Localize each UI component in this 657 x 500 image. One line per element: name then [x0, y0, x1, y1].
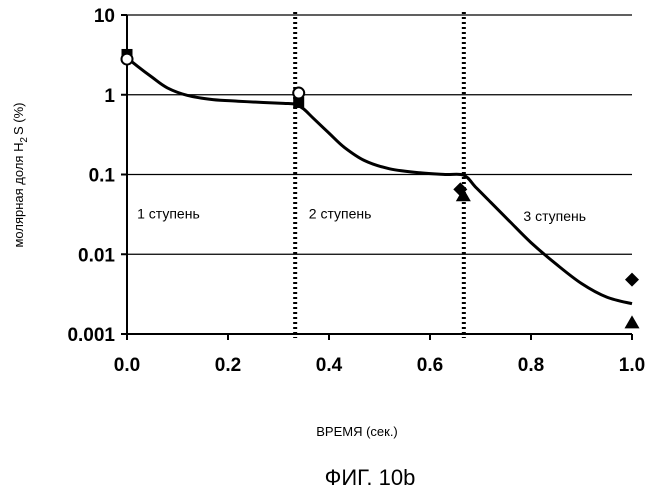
- stage-label: 2 ступень: [309, 206, 372, 222]
- open-circle-marker: [293, 88, 304, 99]
- stage-labels: 1 ступень 2 ступень 3 ступень: [137, 206, 586, 225]
- open-circle-marker: [122, 54, 133, 65]
- figure-caption: ФИГ. 10b: [325, 465, 416, 490]
- diamond-marker: [625, 273, 639, 287]
- y-tick-label: 0.01: [78, 245, 115, 266]
- x-tick-label: 0.2: [215, 355, 241, 376]
- y-axis-label-suffix: S (%): [11, 102, 26, 135]
- x-tick-label: 0.0: [114, 355, 140, 376]
- grid-lines: [127, 15, 632, 334]
- y-axis-label-subscript: 2: [19, 137, 30, 143]
- axes: [121, 15, 632, 340]
- data-markers: [122, 49, 640, 328]
- y-axis-label: молярная доля H2 S (%): [11, 102, 30, 247]
- triangle-marker: [625, 315, 640, 328]
- y-tick-label: 0.001: [67, 325, 115, 346]
- x-tick-label: 0.8: [518, 355, 544, 376]
- x-tick-label: 0.4: [316, 355, 343, 376]
- x-tick-label: 1.0: [619, 355, 645, 376]
- y-tick-label: 0.1: [89, 166, 116, 187]
- y-tick-label: 1: [104, 86, 115, 107]
- tick-labels: 10 1 0.1 0.01 0.001 0.0 0.2 0.4 0.6 0.8 1.0: [67, 6, 645, 376]
- x-tick-label: 0.6: [417, 355, 443, 376]
- y-axis-label-prefix: молярная доля H: [11, 143, 26, 248]
- stage-label: 3 ступень: [523, 208, 586, 224]
- y-tick-label: 10: [94, 6, 115, 27]
- stage-label: 1 ступень: [137, 206, 200, 222]
- x-axis-label: ВРЕМЯ (сек.): [316, 424, 398, 439]
